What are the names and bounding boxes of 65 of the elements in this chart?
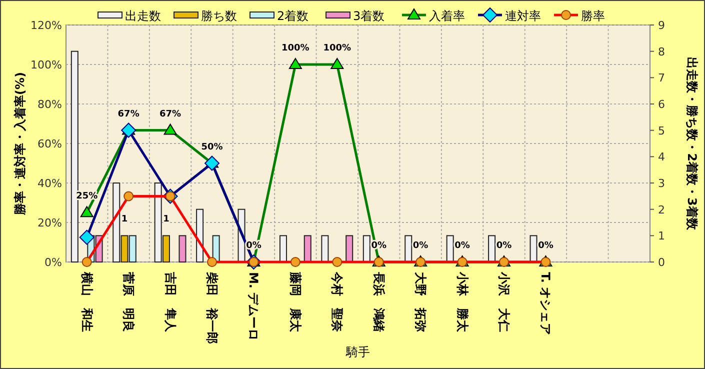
x-tick-label: 藤岡 康太 xyxy=(288,271,302,333)
bar xyxy=(530,235,538,262)
legend-label: 3着数 xyxy=(353,9,385,23)
data-label: 0% xyxy=(454,241,470,251)
y-tick-label: 0% xyxy=(44,256,62,269)
data-label: 100% xyxy=(282,44,310,54)
bar xyxy=(70,50,78,262)
data-label: 0% xyxy=(538,241,554,251)
x-tick-label: 大野 拓弥 xyxy=(414,272,428,332)
x-tick-label: 小沢 大仁 xyxy=(497,271,511,332)
data-label: 0% xyxy=(496,241,512,251)
x-tick-label: M. デムーロ xyxy=(246,272,261,341)
legend-label: 2着数 xyxy=(277,9,309,23)
legend-label: 勝ち数 xyxy=(201,9,237,23)
bar xyxy=(304,235,312,262)
bar xyxy=(404,235,412,262)
bar xyxy=(178,235,186,262)
y-tick-label: 120% xyxy=(30,19,62,32)
y2-tick-label: 9 xyxy=(658,19,665,32)
legend-label: 出走数 xyxy=(125,9,161,23)
bar xyxy=(196,208,204,262)
y2-tick-label: 4 xyxy=(658,150,665,164)
data-label: 67% xyxy=(118,109,140,120)
y2-axis-title: 出走数・勝ち数・2着数・3着数 xyxy=(685,57,699,231)
y2-tick-label: 2 xyxy=(658,203,665,216)
y-tick-label: 20% xyxy=(38,216,62,230)
data-label: 100% xyxy=(323,44,352,54)
y2-tick-label: 7 xyxy=(658,72,665,85)
y2-tick-label: 8 xyxy=(658,45,665,58)
x-tick-label: 小林 勝太 xyxy=(455,271,470,333)
bar xyxy=(362,235,370,262)
bar xyxy=(279,235,287,262)
bar xyxy=(346,235,354,262)
y-tick-label: 80% xyxy=(38,98,62,111)
legend-label: 入着率 xyxy=(429,9,465,23)
x-tick-label: 長浜 鴻緒 xyxy=(372,271,386,332)
y-axis-title: 勝率・連対率・入着率(%) xyxy=(13,72,27,216)
x-tick-label: 今村 聖奈 xyxy=(330,271,344,333)
data-label: 1 xyxy=(121,214,128,225)
x-tick-label: 吉田 隼人 xyxy=(163,271,178,333)
point xyxy=(121,122,136,138)
data-label: 50% xyxy=(201,142,223,152)
data-label: 1 xyxy=(163,214,170,225)
y2-tick-label: 6 xyxy=(658,98,665,111)
x-tick-label: T. オシェア xyxy=(538,272,553,336)
x-axis-title: 騎手 xyxy=(345,345,370,359)
legend-label: 連対率 xyxy=(505,9,541,23)
x-tick-label: 横山 和生 xyxy=(80,271,94,332)
x-tick-label: 菅原 明良 xyxy=(122,271,136,332)
x-tick-label: 柴田 裕一郎 xyxy=(205,271,219,344)
data-label: 67% xyxy=(160,109,182,120)
point xyxy=(79,230,94,245)
y2-tick-label: 5 xyxy=(658,124,665,138)
bar xyxy=(488,235,496,262)
y-tick-label: 40% xyxy=(38,177,62,190)
point xyxy=(204,156,220,171)
legend-label: 勝率 xyxy=(581,9,605,23)
bar xyxy=(446,235,454,262)
y2-tick-label: 0 xyxy=(658,256,665,269)
bar xyxy=(321,235,329,262)
y-tick-label: 60% xyxy=(38,138,62,150)
y-tick-label: 100% xyxy=(30,58,62,72)
y2-tick-label: 1 xyxy=(658,230,665,243)
y2-tick-label: 3 xyxy=(658,177,665,190)
data-label: 0% xyxy=(412,241,428,251)
